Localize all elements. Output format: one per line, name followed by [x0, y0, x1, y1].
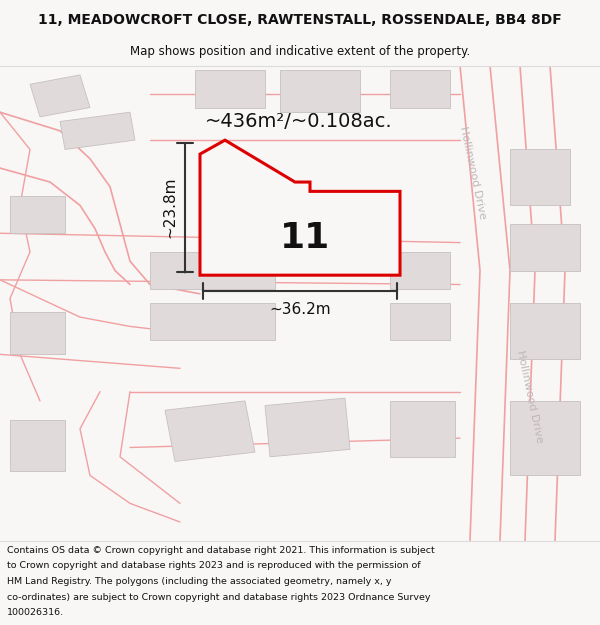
- Text: HM Land Registry. The polygons (including the associated geometry, namely x, y: HM Land Registry. The polygons (includin…: [7, 577, 392, 586]
- Text: 100026316.: 100026316.: [7, 608, 64, 617]
- Polygon shape: [510, 401, 580, 476]
- Polygon shape: [10, 312, 65, 354]
- Polygon shape: [10, 419, 65, 471]
- Text: Hollinwood Drive: Hollinwood Drive: [515, 349, 545, 444]
- Polygon shape: [390, 252, 450, 289]
- Polygon shape: [10, 196, 65, 233]
- Polygon shape: [280, 70, 360, 112]
- Text: 11, MEADOWCROFT CLOSE, RAWTENSTALL, ROSSENDALE, BB4 8DF: 11, MEADOWCROFT CLOSE, RAWTENSTALL, ROSS…: [38, 12, 562, 27]
- Text: ~23.8m: ~23.8m: [162, 177, 177, 238]
- Polygon shape: [150, 252, 275, 289]
- Polygon shape: [165, 401, 255, 461]
- Polygon shape: [390, 70, 450, 108]
- Text: ~36.2m: ~36.2m: [269, 302, 331, 318]
- Polygon shape: [150, 303, 275, 341]
- Polygon shape: [200, 140, 400, 275]
- Polygon shape: [60, 112, 135, 149]
- Polygon shape: [510, 149, 570, 206]
- Text: to Crown copyright and database rights 2023 and is reproduced with the permissio: to Crown copyright and database rights 2…: [7, 561, 421, 570]
- Polygon shape: [30, 75, 90, 117]
- Polygon shape: [390, 303, 450, 341]
- Polygon shape: [390, 401, 455, 457]
- Text: Hollinwood Drive: Hollinwood Drive: [458, 126, 488, 220]
- Text: ~436m²/~0.108ac.: ~436m²/~0.108ac.: [205, 112, 392, 131]
- Polygon shape: [195, 70, 265, 108]
- Text: Map shows position and indicative extent of the property.: Map shows position and indicative extent…: [130, 45, 470, 58]
- Text: 11: 11: [280, 221, 330, 255]
- Polygon shape: [265, 398, 350, 457]
- Text: Contains OS data © Crown copyright and database right 2021. This information is : Contains OS data © Crown copyright and d…: [7, 546, 435, 555]
- Polygon shape: [510, 224, 580, 271]
- Text: co-ordinates) are subject to Crown copyright and database rights 2023 Ordnance S: co-ordinates) are subject to Crown copyr…: [7, 592, 431, 601]
- Polygon shape: [510, 303, 580, 359]
